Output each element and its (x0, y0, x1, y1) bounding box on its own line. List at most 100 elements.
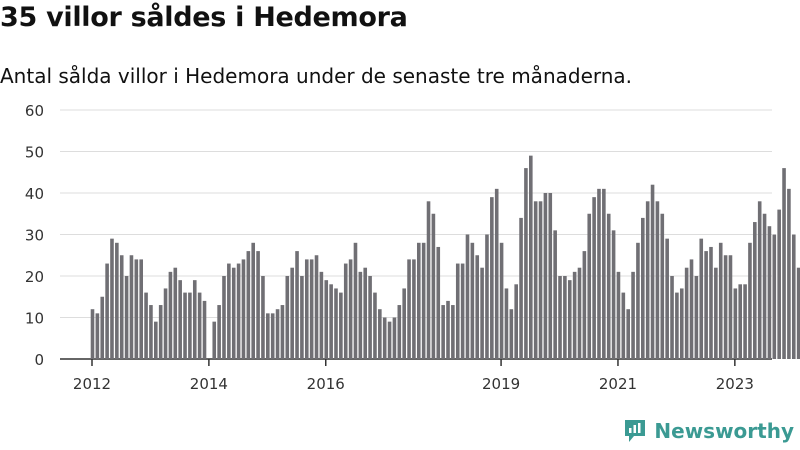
bar (641, 217, 645, 359)
bar (124, 276, 129, 359)
bar (217, 305, 221, 359)
chart-subtitle: Antal sålda villor i Hedemora under de s… (0, 64, 633, 88)
y-tick-label: 20 (25, 268, 44, 286)
bar (602, 188, 606, 359)
bar (465, 234, 470, 359)
y-tick-label: 40 (25, 185, 44, 203)
bar (436, 246, 441, 359)
bar (105, 263, 109, 359)
bar (592, 197, 596, 359)
bar (543, 193, 548, 359)
bar (188, 292, 192, 359)
bar (796, 267, 800, 359)
bar (149, 305, 153, 359)
bar (787, 188, 791, 359)
bar (743, 284, 747, 359)
bar (694, 276, 699, 359)
bar (753, 222, 757, 359)
bar (684, 267, 689, 359)
bar (490, 197, 494, 359)
x-tick-label: 2016 (307, 375, 345, 393)
brand-logo[interactable]: Newsworthy (623, 418, 794, 444)
bar (168, 271, 173, 359)
bar (762, 213, 767, 359)
bar (689, 259, 694, 359)
bar (606, 213, 611, 359)
bar (431, 213, 436, 359)
bar (382, 317, 387, 359)
bar (772, 234, 777, 359)
bar (183, 292, 187, 359)
bar (738, 284, 743, 359)
bar (626, 309, 630, 359)
bar (163, 288, 168, 359)
bar (368, 276, 372, 359)
bar (577, 267, 582, 359)
bar (509, 309, 514, 359)
bar (256, 251, 260, 359)
bar (246, 251, 251, 359)
bar (115, 242, 119, 359)
bar (426, 201, 431, 359)
bar (222, 276, 226, 359)
bar (353, 242, 358, 359)
bar (777, 209, 781, 359)
bar (621, 292, 626, 359)
x-tick-label: 2021 (599, 375, 637, 393)
bar (363, 267, 368, 359)
bar (665, 238, 669, 359)
bar (202, 300, 207, 359)
bar (290, 267, 294, 359)
bar (421, 242, 426, 359)
bar (134, 259, 139, 359)
bar (173, 267, 178, 359)
brand-name: Newsworthy (654, 419, 794, 443)
bar (304, 259, 309, 359)
bar (529, 155, 533, 359)
bar (480, 267, 484, 359)
bar (144, 292, 148, 359)
bar (324, 280, 329, 359)
bar (733, 288, 738, 359)
bar (538, 201, 543, 359)
bar (636, 242, 640, 359)
bar (597, 188, 601, 359)
newsworthy-logo-icon (625, 420, 646, 442)
bar (494, 188, 499, 359)
bar (718, 242, 723, 359)
bar (309, 259, 314, 359)
bar (714, 267, 718, 359)
bar (300, 276, 304, 359)
bar (553, 230, 557, 359)
y-tick-label: 30 (25, 227, 44, 245)
bar (441, 305, 445, 359)
bar (266, 313, 270, 359)
bar (767, 226, 772, 359)
bar (451, 305, 455, 359)
bar (280, 305, 285, 359)
bar (675, 292, 679, 359)
bar (192, 280, 197, 359)
bar (378, 309, 382, 359)
y-tick-label: 50 (25, 144, 44, 162)
bar (563, 276, 567, 359)
bar (616, 271, 621, 359)
bar (791, 234, 796, 359)
bar (295, 251, 299, 359)
bar (470, 242, 475, 359)
bar (704, 251, 708, 359)
bar (485, 234, 489, 359)
bar (227, 263, 231, 359)
bar (154, 321, 158, 359)
bar (90, 309, 95, 359)
bar (251, 242, 256, 359)
bar (611, 230, 616, 359)
bar (231, 267, 236, 359)
bar (139, 259, 143, 359)
bar (319, 271, 324, 359)
bar (100, 296, 105, 359)
bar (582, 251, 587, 359)
bar (314, 255, 319, 359)
bar (261, 276, 265, 359)
bar (373, 292, 377, 359)
